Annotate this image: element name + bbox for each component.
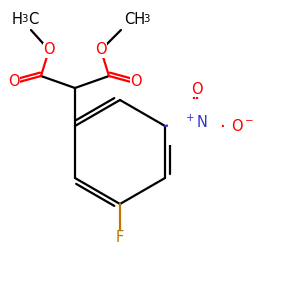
Text: F: F: [116, 230, 124, 244]
Text: 3: 3: [22, 14, 28, 24]
Text: O$^-$: O$^-$: [231, 118, 254, 134]
Text: O: O: [191, 82, 203, 97]
Text: C: C: [28, 13, 38, 28]
Text: O: O: [95, 43, 107, 58]
Text: O: O: [8, 74, 20, 89]
Text: H: H: [11, 13, 22, 28]
Text: O: O: [130, 74, 142, 89]
Text: O: O: [43, 43, 55, 58]
Text: 3: 3: [144, 14, 150, 24]
Text: $^+$N: $^+$N: [183, 113, 207, 131]
Text: CH: CH: [124, 13, 146, 28]
